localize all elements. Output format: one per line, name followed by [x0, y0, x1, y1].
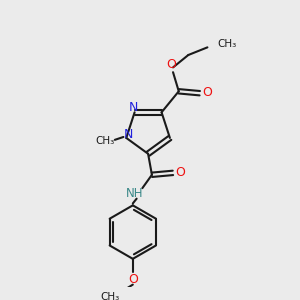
Text: CH₃: CH₃	[217, 38, 236, 49]
Text: N: N	[129, 101, 138, 114]
Text: N: N	[124, 128, 133, 141]
Text: NH: NH	[126, 188, 143, 200]
Text: O: O	[128, 273, 138, 286]
Text: O: O	[176, 167, 185, 179]
Text: CH₃: CH₃	[100, 292, 119, 300]
Text: O: O	[202, 86, 212, 99]
Text: CH₃: CH₃	[96, 136, 115, 146]
Text: O: O	[166, 58, 176, 71]
